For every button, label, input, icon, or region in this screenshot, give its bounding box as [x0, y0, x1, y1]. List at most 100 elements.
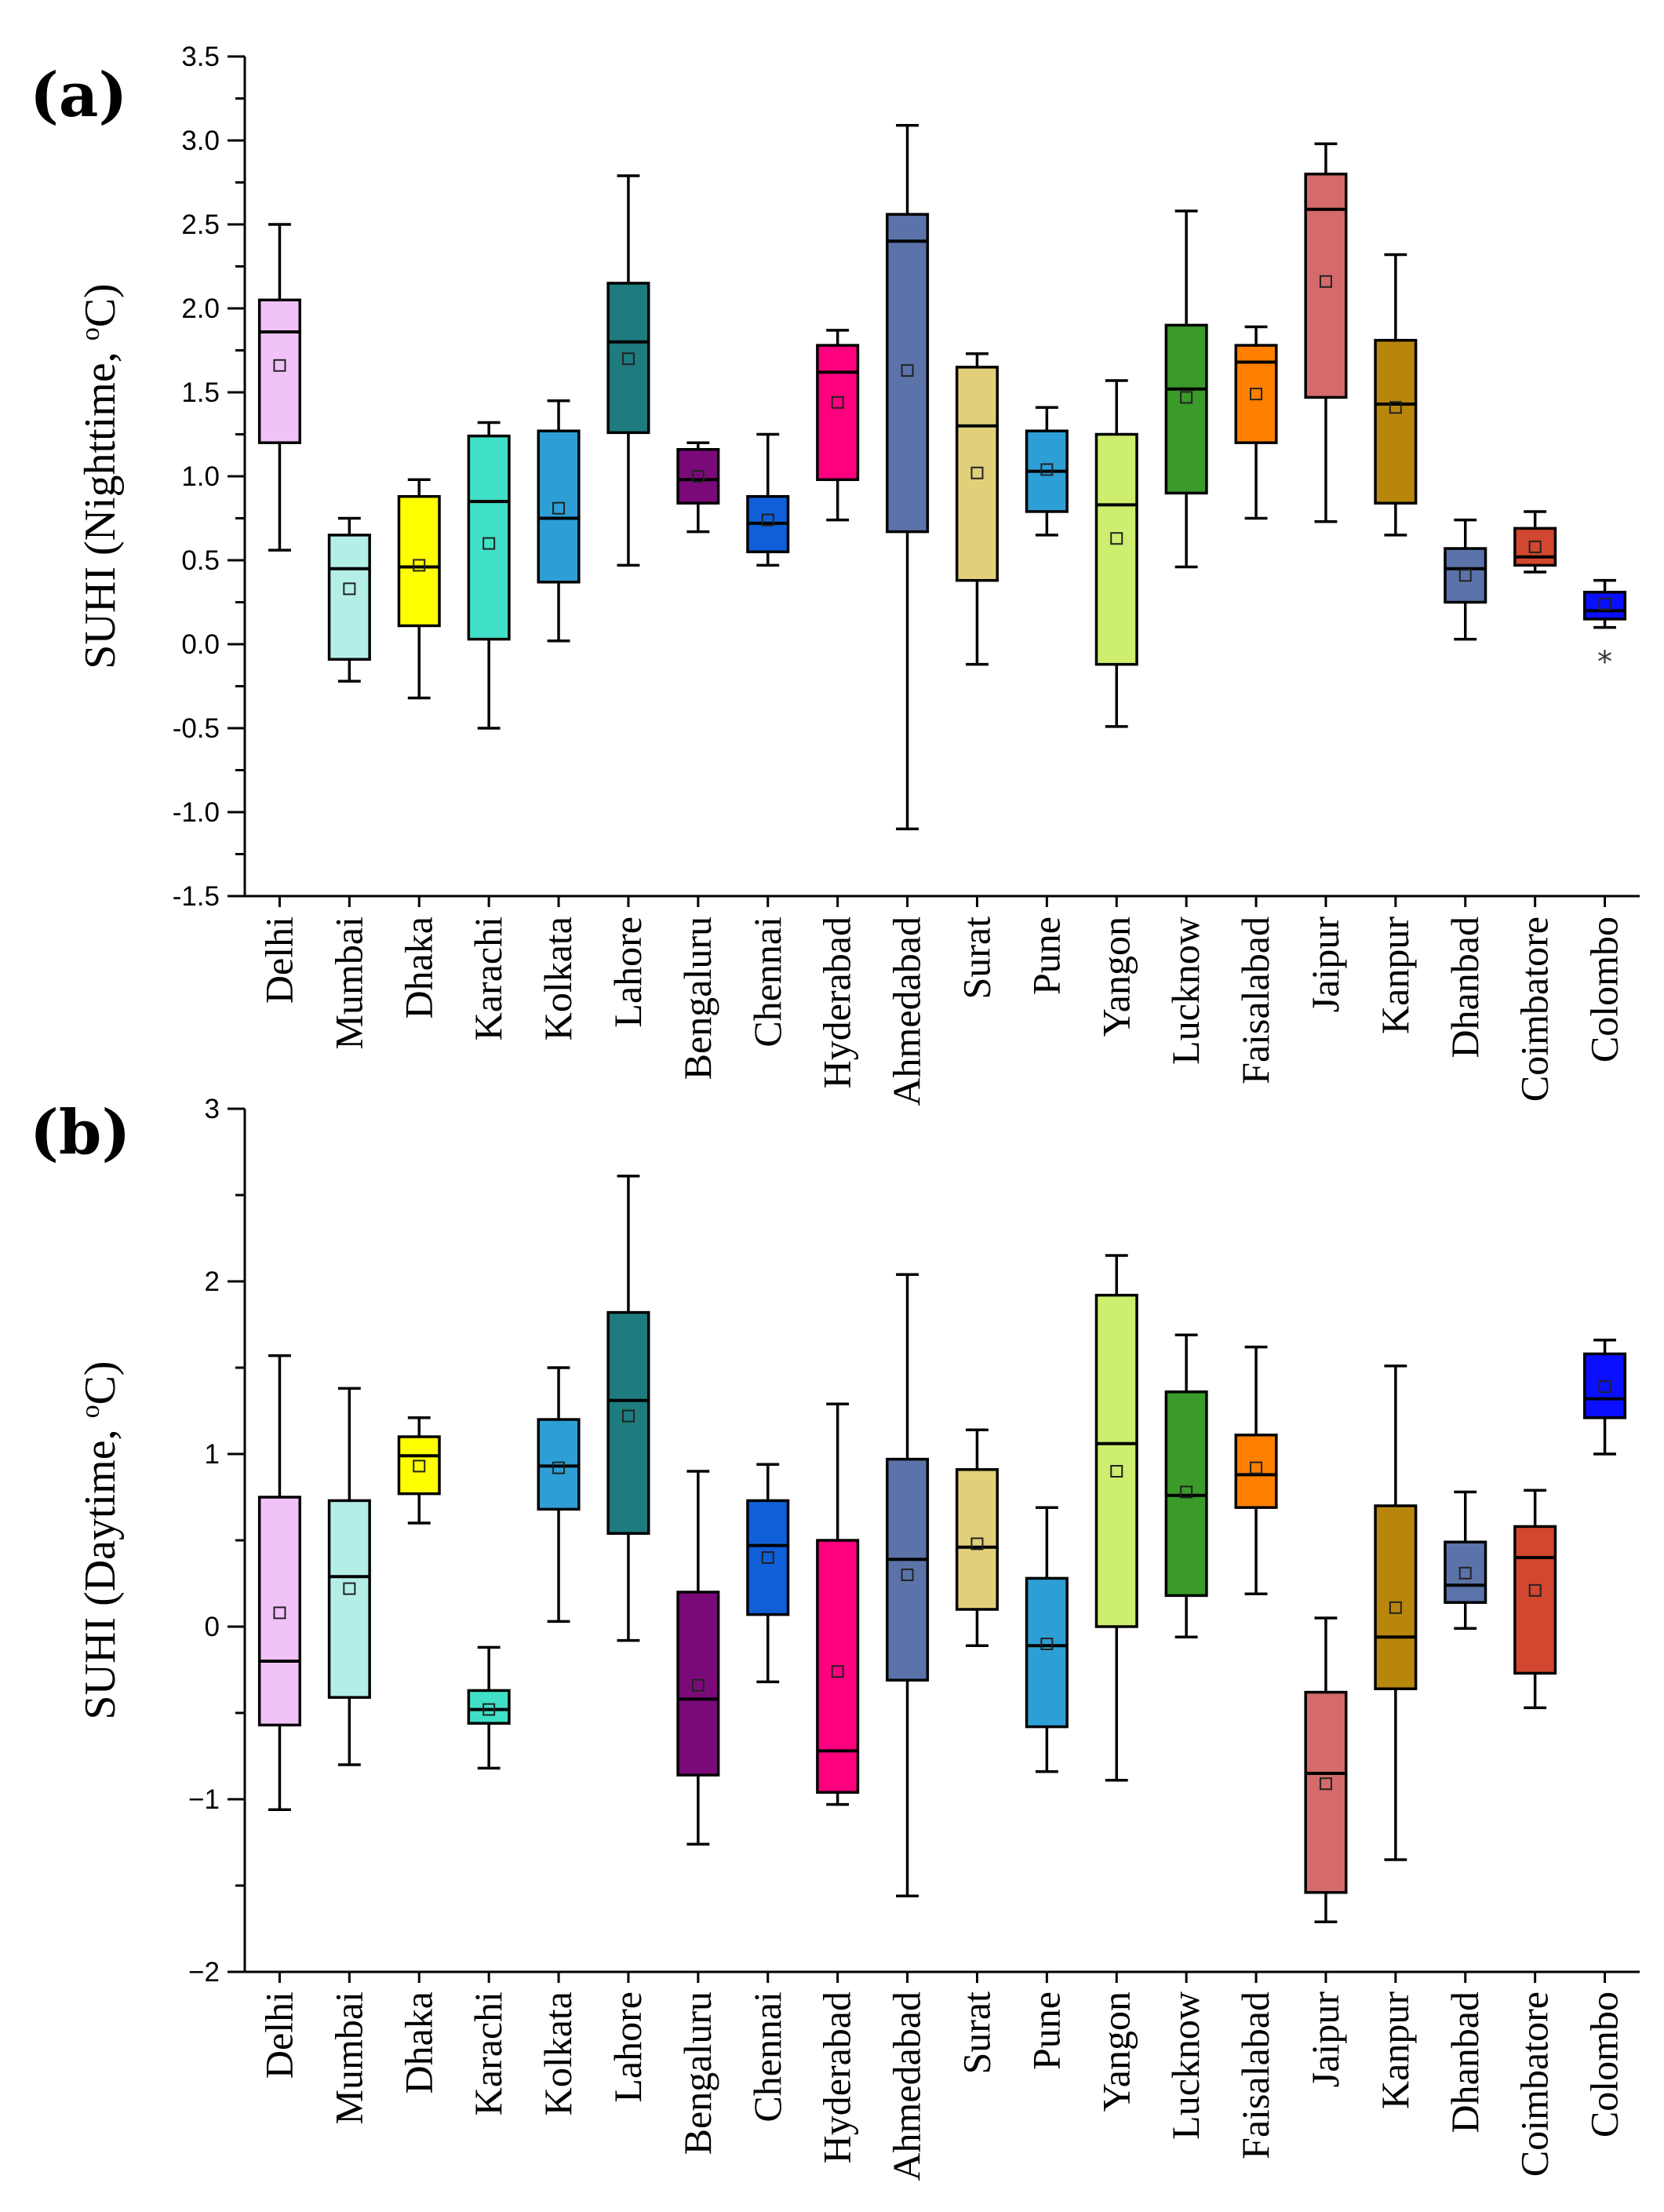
box-lahore: [606, 174, 650, 567]
x-tick-label: Bengaluru: [675, 1992, 719, 2155]
iqr-box: [1583, 590, 1627, 621]
iqr-box: [1304, 173, 1348, 399]
y-tick-label: 0.0: [181, 629, 220, 660]
iqr-box: [397, 494, 441, 628]
box-karachi: [467, 421, 511, 730]
y-tick-label: -0.5: [173, 713, 220, 744]
mean-marker: [691, 1678, 705, 1692]
y-tick-label: 0: [205, 1612, 220, 1642]
box-bengaluru: [676, 1470, 720, 1846]
x-tick-label: Dhanbad: [1443, 1992, 1487, 2134]
panel-a-nighttime: (a) SUHI (Nighttime, oC) -1.5 -1.0 -0.5 0.0 0.…: [30, 42, 1640, 1106]
panel-label: (b): [30, 1097, 130, 1168]
box-karachi: [467, 1645, 511, 1770]
mean-marker: [761, 513, 774, 527]
y-tick-label: −1: [188, 1784, 220, 1815]
x-tick-label: Dhanbad: [1443, 917, 1487, 1059]
y-tick-label: −2: [188, 1957, 220, 1988]
box-ahmedabad: [886, 123, 930, 831]
iqr-box: [1374, 338, 1418, 505]
y-tick-label: 1.0: [181, 461, 220, 492]
x-tick-label: Colombo: [1582, 1992, 1626, 2137]
box-delhi: [257, 223, 301, 552]
box-faisalabad: [1234, 1345, 1278, 1595]
iqr-box: [1374, 1504, 1418, 1690]
box-kanpur: [1374, 1365, 1418, 1861]
box-jaipur: [1304, 142, 1348, 523]
box-lucknow: [1164, 1333, 1208, 1638]
box-coimbatore: [1513, 1489, 1557, 1710]
iqr-box: [397, 1435, 441, 1496]
iqr-box: [1304, 1690, 1348, 1894]
box-dhaka: [397, 1416, 441, 1525]
iqr-box: [606, 282, 650, 435]
x-tick-label: Hyderabad: [815, 1992, 859, 2163]
x-tick-label: Delhi: [257, 917, 300, 1004]
mean-marker: [1458, 1566, 1472, 1580]
iqr-box: [1164, 1390, 1208, 1598]
box-colombo: *: [1583, 578, 1627, 679]
mean-marker: [1040, 463, 1054, 476]
y-tick-label: 3.0: [181, 126, 220, 156]
x-tick-label: Chennai: [745, 1992, 789, 2123]
mean-marker: [1040, 1638, 1054, 1650]
box-kolkata: [537, 399, 581, 643]
x-tick-label: Lucknow: [1163, 1992, 1207, 2140]
mean-marker: [1458, 569, 1472, 582]
mean-marker: [1389, 1601, 1402, 1614]
box-surat: [955, 1428, 999, 1647]
mean-marker: [1528, 1583, 1542, 1597]
panel-b-daytime: (b) SUHI (Daytime, oC) −2 −1 0 1 2 3 Delhi Mumbai…: [30, 1094, 1640, 2181]
box-coimbatore: [1513, 510, 1557, 574]
mean-marker: [1110, 1465, 1123, 1478]
iqr-box: [537, 1418, 581, 1511]
box-pune: [1025, 406, 1069, 537]
y-tick-label: -1.5: [173, 881, 220, 912]
x-tick-label: Ahmedabad: [885, 917, 929, 1106]
panel-label: (a): [30, 60, 127, 131]
iqr-box: [1444, 547, 1487, 604]
mean-marker: [1180, 1485, 1193, 1499]
iqr-box: [676, 1591, 720, 1777]
mean-marker: [1389, 401, 1402, 414]
mean-marker: [1598, 597, 1611, 610]
mean-marker: [1528, 540, 1542, 553]
y-axis-title-end: C): [76, 1361, 125, 1405]
iqr-box: [1583, 1352, 1627, 1419]
iqr-box: [537, 429, 581, 584]
iqr-box: [1513, 1525, 1557, 1675]
y-axis-title: SUHI (Nighttime, oC): [76, 283, 125, 669]
y-axis-title: SUHI (Daytime, oC): [76, 1361, 125, 1719]
box-kanpur: [1374, 253, 1418, 537]
x-tick-label: Dhaka: [396, 1992, 440, 2094]
y-axis-title-main: SUHI (Daytime,: [76, 1418, 125, 1719]
x-tick-label: Mumbai: [326, 1992, 370, 2124]
iqr-box: [955, 366, 999, 582]
x-tick-label: Ahmedabad: [885, 1992, 929, 2181]
y-tick-label: 2.5: [181, 210, 220, 240]
x-tick-label: Bengaluru: [675, 917, 719, 1080]
mean-marker: [1319, 275, 1332, 288]
mean-marker: [691, 470, 705, 483]
iqr-box: [886, 213, 930, 534]
x-tick-label: Lucknow: [1163, 917, 1207, 1065]
x-tick-label: Karachi: [466, 917, 510, 1040]
iqr-box: [327, 534, 371, 661]
iqr-box: [1234, 1434, 1278, 1509]
box-colombo: [1583, 1339, 1627, 1456]
mean-marker: [273, 359, 286, 372]
mean-marker: [343, 582, 356, 596]
box-yangon: [1094, 1254, 1138, 1782]
y-axis-title-sup: o: [76, 327, 105, 341]
x-tick-label: Kolkata: [536, 917, 580, 1040]
x-tick-label: Kanpur: [1373, 917, 1417, 1034]
x-tick-label: Coimbatore: [1513, 1992, 1557, 2177]
mean-marker: [1110, 532, 1123, 545]
y-tick-label: 1: [205, 1439, 220, 1470]
iqr-box: [606, 1310, 650, 1535]
box-pune: [1025, 1506, 1069, 1773]
mean-marker: [761, 1551, 774, 1564]
iqr-box: [746, 1499, 790, 1616]
x-tick-label: Karachi: [466, 1992, 510, 2115]
